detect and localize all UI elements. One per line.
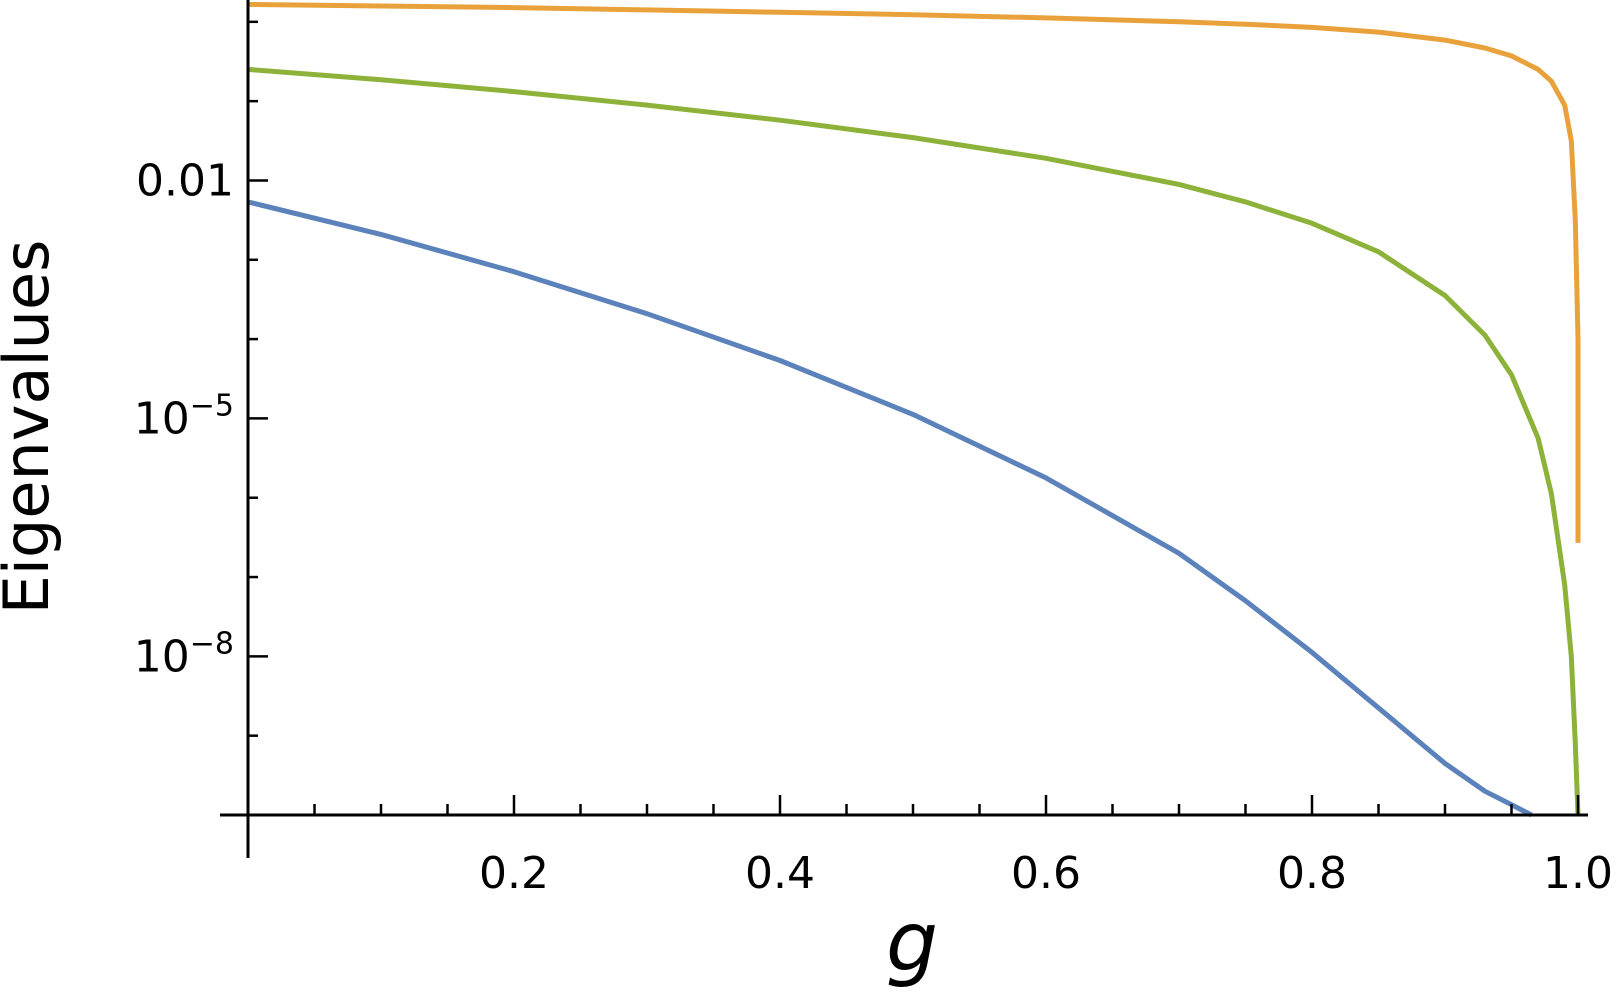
y-tick-label: 10−5 [134,388,234,444]
series-1-line [247,1,1581,543]
y-axis-title: Eigenvalues [0,240,63,615]
series-3-line [247,199,1533,818]
x-tick-label: 0.4 [745,848,815,899]
y-axis-ticks: 0.01 10−5 10−8 [134,20,268,737]
y-tick-label: 10−8 [134,626,234,682]
x-axis-ticks: 0.2 0.4 0.6 0.8 1.0 [313,795,1613,899]
x-tick-label: 0.6 [1011,848,1081,899]
x-tick-label: 1.0 [1543,848,1613,899]
series-layer [247,1,1581,818]
x-tick-label: 0.8 [1277,848,1347,899]
x-tick-label: 0.2 [479,848,549,899]
y-tick-label: 0.01 [136,155,234,206]
series-2-line [247,66,1581,816]
x-axis-title: g [886,895,938,990]
